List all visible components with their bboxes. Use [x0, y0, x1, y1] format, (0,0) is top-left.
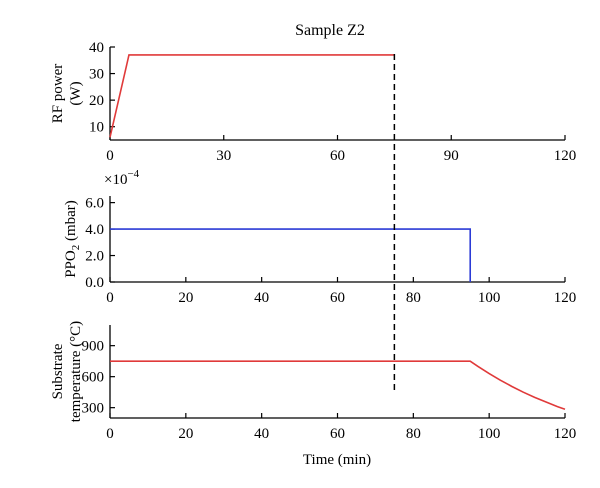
- chart-title: Sample Z2: [295, 22, 365, 39]
- y-tick-label: 40: [89, 40, 104, 56]
- x-tick-label: 0: [106, 148, 114, 164]
- y-tick-label: 300: [82, 401, 105, 417]
- x-tick-label: 60: [330, 426, 345, 442]
- y-tick-label: 20: [89, 93, 104, 109]
- y-tick-label: 900: [82, 339, 105, 355]
- x-tick-label: 120: [554, 426, 577, 442]
- y-tick-label: 4.0: [85, 222, 104, 238]
- y-tick-label: 30: [89, 67, 104, 83]
- x-tick-label: 80: [406, 426, 421, 442]
- y-axis-label-line: RF power: [50, 64, 66, 124]
- y-axis-label-line: (W): [68, 81, 84, 105]
- x-tick-label: 20: [178, 290, 193, 306]
- y-tick-label: 2.0: [85, 249, 104, 265]
- y-axis-label-line: Substrate: [50, 343, 66, 399]
- x-tick-label: 40: [254, 290, 269, 306]
- series-line-substrate-temperature: [110, 360, 566, 410]
- x-tick-label: 0: [106, 290, 114, 306]
- y-axis-label-line: temperature (°C): [68, 321, 84, 422]
- x-tick-label: 100: [478, 426, 501, 442]
- y-tick-label: 0.0: [85, 275, 104, 291]
- x-tick-label: 120: [554, 148, 577, 164]
- y-tick-label: 600: [82, 370, 105, 386]
- x-tick-label: 20: [178, 426, 193, 442]
- x-tick-label: 80: [406, 290, 421, 306]
- x-axis-label: Time (min): [303, 452, 371, 468]
- panel-rf-power: 0 30 60 90 120 10 20 30 40 RF power (W): [50, 40, 576, 164]
- y-axis-label: PPO2 (mbar): [63, 200, 82, 278]
- x-tick-label: 60: [330, 290, 345, 306]
- x-tick-label: 30: [216, 148, 231, 164]
- x-tick-label: 0: [106, 426, 114, 442]
- series-line-rf-power: [109, 54, 395, 138]
- y-tick-label: 10: [89, 120, 104, 136]
- y-axis-multiplier: ×10−4: [104, 168, 140, 188]
- x-tick-label: 90: [444, 148, 459, 164]
- x-tick-label: 60: [330, 148, 345, 164]
- series-line-ppo2: [110, 228, 472, 282]
- x-tick-label: 100: [478, 290, 501, 306]
- x-tick-label: 120: [554, 290, 577, 306]
- panel-substrate-temperature: 0 20 40 60 80 100 120 300 600 900 Substrate tempera…: [50, 321, 576, 442]
- y-tick-label: 6.0: [85, 196, 104, 212]
- x-tick-label: 40: [254, 426, 269, 442]
